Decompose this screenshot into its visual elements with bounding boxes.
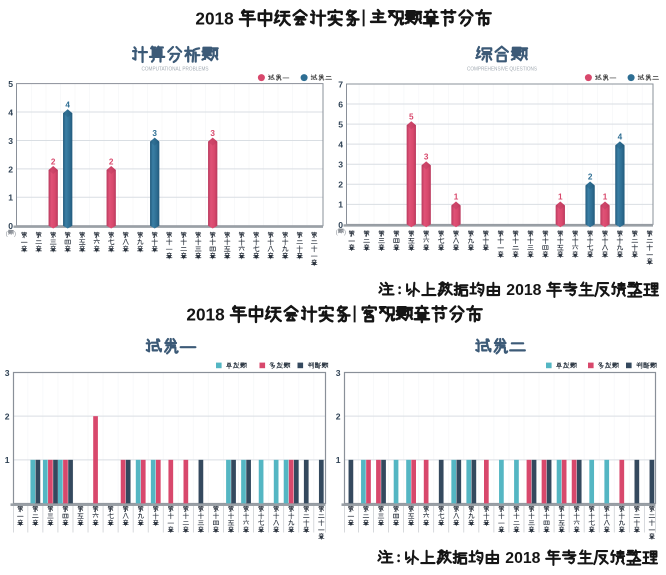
svg-text:1: 1 <box>454 193 459 202</box>
svg-text:0: 0 <box>338 220 343 230</box>
svg-text:3: 3 <box>336 368 341 378</box>
svg-text:3: 3 <box>8 136 13 146</box>
svg-text:0: 0 <box>8 221 13 231</box>
svg-text:3: 3 <box>210 129 215 138</box>
svg-text:2018: 2018 <box>505 550 540 567</box>
svg-text:2018: 2018 <box>506 282 541 299</box>
svg-text:2: 2 <box>336 412 341 422</box>
svg-text:2: 2 <box>51 157 56 166</box>
svg-text:3: 3 <box>338 160 343 170</box>
svg-text:(: ( <box>336 230 338 236</box>
svg-text:(: ( <box>6 231 8 237</box>
svg-text:2: 2 <box>8 164 13 174</box>
svg-text:2: 2 <box>109 157 114 166</box>
svg-text:5: 5 <box>338 120 343 130</box>
svg-text:2: 2 <box>5 412 10 422</box>
svg-text:4: 4 <box>65 100 70 109</box>
svg-text:3: 3 <box>5 368 10 378</box>
svg-text:4: 4 <box>618 133 623 142</box>
svg-text:): ) <box>344 230 346 236</box>
svg-text:COMPUTATIONAL PROBLEMS: COMPUTATIONAL PROBLEMS <box>142 67 209 73</box>
svg-text:5: 5 <box>409 113 414 122</box>
svg-text:2018: 2018 <box>186 304 225 324</box>
svg-text:4: 4 <box>8 107 13 117</box>
svg-text:3: 3 <box>152 129 157 138</box>
svg-text:7: 7 <box>338 79 343 89</box>
svg-text:6: 6 <box>338 99 343 109</box>
svg-text:1: 1 <box>336 455 341 465</box>
svg-text:1: 1 <box>603 193 608 202</box>
svg-text:2: 2 <box>338 180 343 190</box>
svg-text:4: 4 <box>338 140 343 150</box>
svg-text:1: 1 <box>338 200 343 210</box>
svg-text:3: 3 <box>424 153 429 162</box>
svg-text:2: 2 <box>588 173 593 182</box>
svg-text:1: 1 <box>558 193 563 202</box>
svg-text:): ) <box>14 231 16 237</box>
svg-text:2018: 2018 <box>195 8 234 28</box>
svg-text:1: 1 <box>5 455 10 465</box>
svg-text:1: 1 <box>8 193 13 203</box>
svg-text:5: 5 <box>8 79 13 89</box>
svg-text:COMPREHENSIVE QUESTIONS: COMPREHENSIVE QUESTIONS <box>467 67 537 73</box>
